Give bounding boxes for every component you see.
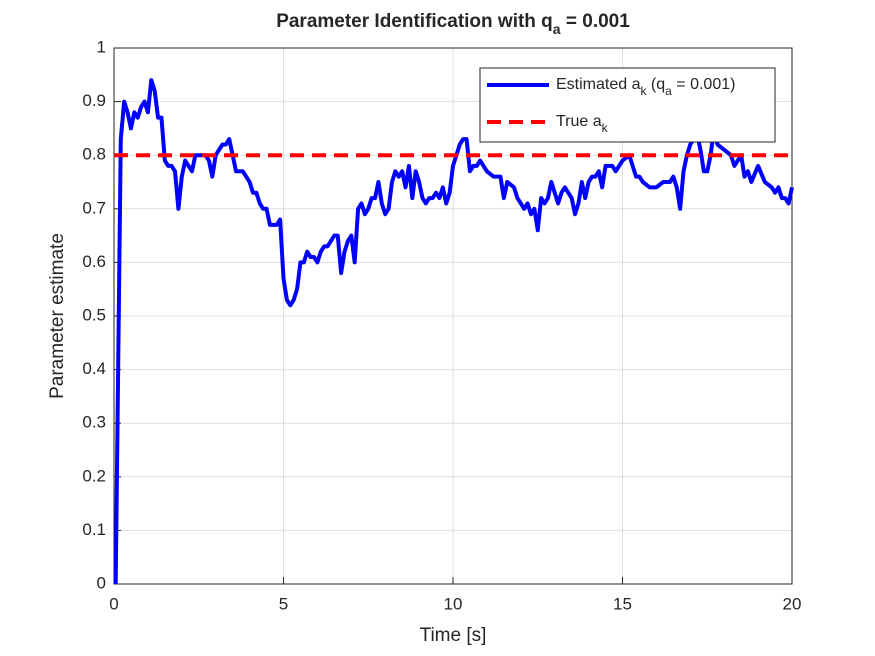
y-tick-label: 0.4 <box>82 359 106 378</box>
y-tick-label: 0.6 <box>82 252 106 271</box>
y-tick-label: 0.3 <box>82 413 106 432</box>
text-run: (q <box>646 76 665 93</box>
x-tick-label: 15 <box>613 594 632 613</box>
legend-label: True ak​ <box>556 113 609 135</box>
y-axis-label: Parameter estimate <box>47 233 68 399</box>
x-tick-label: 5 <box>279 594 288 613</box>
y-tick-label: 0.2 <box>82 466 106 485</box>
text-run: = 0.001) <box>672 76 736 93</box>
y-tick-label: 0.5 <box>82 305 106 324</box>
y-tick-label: 0.8 <box>82 145 106 164</box>
y-tick-label: 1 <box>97 37 106 56</box>
chart-title: Parameter Identification with qa​ = 0.00… <box>276 11 630 37</box>
subscript: k <box>602 121 609 135</box>
text-run: = 0.001 <box>561 11 631 32</box>
legend-box <box>479 67 776 143</box>
y-tick-label: 0 <box>97 573 106 592</box>
legend-label: Estimated ak​ (qa​ = 0.001) <box>556 76 735 98</box>
data-line <box>113 78 794 585</box>
x-tick-label: 20 <box>783 594 802 613</box>
y-tick-label: 0.7 <box>82 198 106 217</box>
subscript: k <box>640 84 647 98</box>
x-tick-label: 0 <box>109 594 118 613</box>
y-tick-label: 0.9 <box>82 91 106 110</box>
axes-box <box>113 47 793 585</box>
x-tick-label: 10 <box>444 594 463 613</box>
subscript: a <box>665 84 672 98</box>
subscript: a <box>553 21 561 37</box>
text-run: Estimated a <box>556 76 641 93</box>
y-tick-label: 0.1 <box>82 520 106 539</box>
text-run: True a <box>556 113 602 130</box>
text-run: Parameter Identification with q <box>276 11 553 32</box>
x-axis-label: Time [s] <box>420 625 487 646</box>
